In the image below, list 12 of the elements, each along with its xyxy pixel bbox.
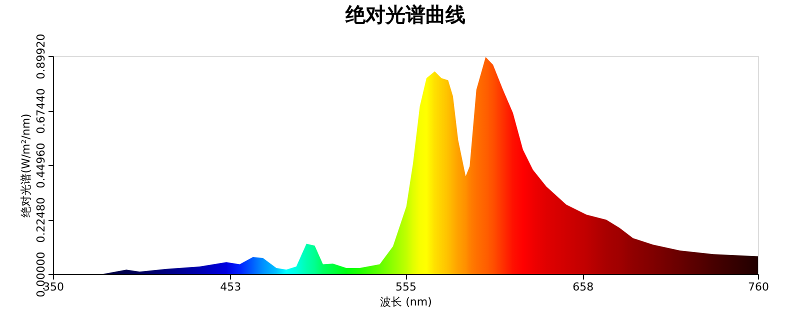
y-tick-label: 0.67440 xyxy=(34,88,48,134)
x-tick-label: 760 xyxy=(748,280,769,294)
x-tick-label: 453 xyxy=(220,280,242,294)
chart-title: 绝对光谱曲线 xyxy=(344,2,466,26)
y-tick-label: 0.89920 xyxy=(34,34,48,80)
y-tick-label: 0.44960 xyxy=(34,142,48,188)
x-tick-label: 658 xyxy=(572,280,594,294)
y-tick-label: 0.22480 xyxy=(34,197,48,243)
y-axis-title: 绝对光谱(W/m²/nm) xyxy=(20,114,32,218)
x-tick-label: 350 xyxy=(43,280,64,294)
x-tick-label: 555 xyxy=(396,280,416,294)
x-axis-title: 波长 (nm) xyxy=(380,296,432,308)
